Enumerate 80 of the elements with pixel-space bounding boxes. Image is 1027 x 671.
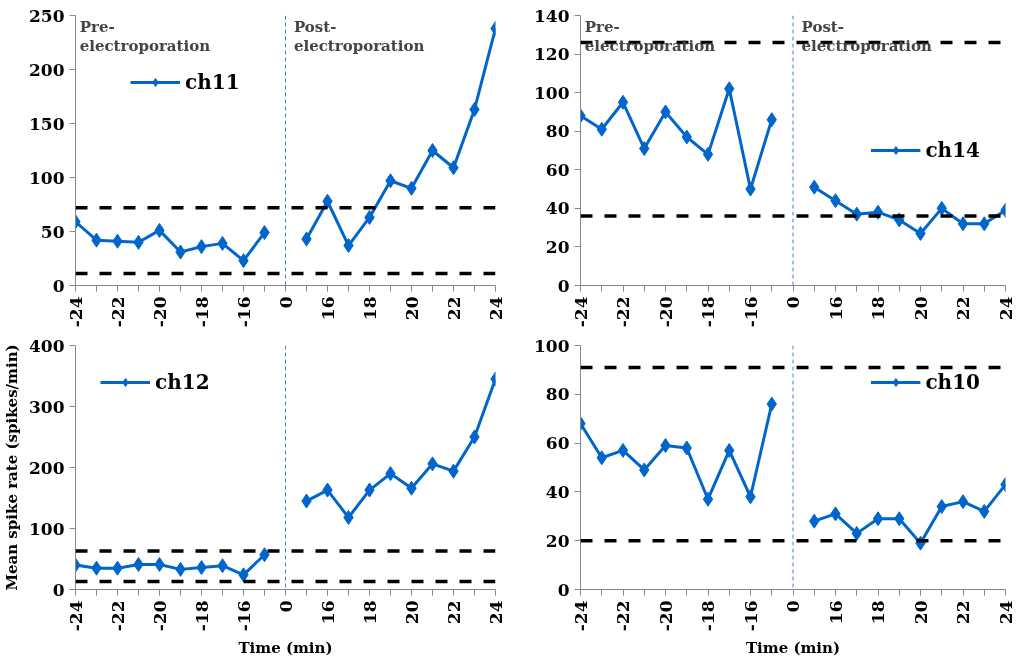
y-tick-label: 0 [557, 579, 570, 600]
y-axis-title: Mean spike rate (spikes/min) [3, 344, 22, 591]
x-tick-label: -16 [740, 600, 761, 632]
x-tick-label: 22 [443, 296, 464, 321]
y-tick-label: 200 [29, 59, 65, 80]
x-tick-label: 24 [995, 600, 1016, 625]
x-tick-label: -20 [149, 600, 170, 632]
x-tick-label: 0 [275, 296, 296, 309]
x-tick-label: 24 [995, 296, 1016, 321]
x-tick-label: 16 [825, 600, 846, 625]
legend-label: ch10 [925, 370, 980, 394]
y-tick-label: 150 [29, 113, 65, 134]
x-tick-label: -16 [233, 296, 254, 328]
y-tick-label: 50 [40, 221, 65, 242]
y-tick-label: 100 [534, 335, 570, 356]
x-tick-label: 0 [783, 296, 803, 309]
x-tick-label: 18 [359, 296, 380, 321]
x-tick-label: 0 [783, 600, 803, 613]
x-tick-label: -16 [740, 296, 761, 328]
x-tick-label: 22 [953, 600, 973, 625]
y-tick-label: 120 [534, 44, 570, 65]
x-tick-label: 24 [485, 600, 506, 625]
x-tick-label: 22 [953, 296, 973, 321]
x-tick-label: 16 [825, 296, 846, 321]
y-tick-label: 40 [545, 481, 570, 502]
x-tick-label: 0 [275, 600, 296, 613]
y-tick-label: 100 [29, 518, 65, 539]
y-tick-label: 80 [545, 121, 570, 142]
legend-label: ch14 [925, 138, 980, 162]
x-tick-label: 22 [443, 600, 464, 625]
x-tick-label: -18 [698, 600, 718, 632]
x-tick-label: 16 [317, 296, 338, 321]
x-tick-label: -22 [107, 600, 128, 632]
y-tick-label: 20 [545, 530, 570, 551]
x-tick-label: 18 [868, 600, 888, 625]
y-tick-label: 40 [545, 198, 570, 219]
x-tick-label: -20 [655, 600, 676, 632]
y-tick-label: 20 [545, 236, 570, 257]
x-tick-label: 20 [401, 296, 422, 321]
x-tick-label: -22 [613, 600, 633, 632]
x-tick-label: -20 [655, 296, 676, 328]
y-tick-label: 100 [534, 82, 570, 103]
y-tick-label: 0 [52, 275, 65, 296]
x-tick-label: 20 [910, 296, 931, 321]
y-tick-label: 200 [29, 457, 65, 478]
x-tick-label: 24 [485, 296, 506, 321]
x-axis-title: Time (min) [745, 639, 841, 658]
y-tick-label: 60 [545, 433, 570, 454]
x-tick-label: 16 [317, 600, 338, 625]
x-tick-label: -24 [65, 296, 86, 328]
annotation: Pre- electroporation [584, 17, 716, 56]
x-tick-label: -18 [191, 600, 212, 632]
y-tick-label: 0 [557, 275, 570, 296]
x-tick-label: -24 [570, 296, 591, 328]
annotation: Post- electroporation [801, 17, 932, 56]
x-tick-label: -22 [107, 296, 128, 328]
x-axis-title: Time (min) [238, 639, 333, 658]
x-tick-label: -20 [149, 296, 170, 328]
x-tick-label: 18 [868, 296, 888, 321]
x-tick-label: 20 [910, 600, 931, 625]
y-tick-label: 300 [29, 396, 65, 417]
y-tick-label: 100 [29, 167, 65, 188]
legend-label: ch12 [155, 370, 210, 394]
x-tick-label: -16 [233, 600, 254, 632]
y-tick-label: 140 [534, 5, 570, 26]
y-tick-label: 60 [545, 159, 570, 180]
annotation: Post- electroporation [293, 17, 425, 56]
y-tick-label: 400 [29, 335, 65, 356]
x-tick-label: 18 [359, 600, 380, 625]
y-tick-label: 250 [29, 5, 65, 26]
y-tick-label: 0 [52, 579, 65, 600]
x-tick-label: -24 [65, 600, 86, 632]
x-tick-label: -24 [570, 600, 591, 632]
x-tick-label: 20 [401, 600, 422, 625]
x-tick-label: -18 [191, 296, 212, 328]
legend-label: ch11 [185, 70, 240, 94]
x-tick-label: -18 [698, 296, 718, 328]
x-tick-label: -22 [613, 296, 633, 328]
y-tick-label: 80 [545, 384, 570, 405]
annotation: Pre- electroporation [79, 17, 211, 56]
